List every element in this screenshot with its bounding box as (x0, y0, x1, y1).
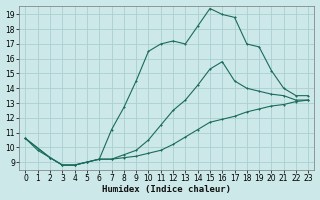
X-axis label: Humidex (Indice chaleur): Humidex (Indice chaleur) (102, 185, 231, 194)
